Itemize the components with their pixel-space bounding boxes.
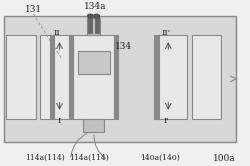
Text: II': II'	[161, 29, 170, 38]
Bar	[4, 16, 236, 142]
Bar	[6, 35, 36, 119]
Text: 134a: 134a	[84, 2, 106, 11]
Bar	[78, 51, 110, 74]
Bar	[73, 35, 114, 119]
Bar	[40, 35, 70, 119]
Text: II: II	[54, 29, 60, 38]
Circle shape	[88, 14, 93, 18]
Text: 131: 131	[25, 5, 42, 14]
Text: 100a: 100a	[212, 154, 235, 163]
Bar	[87, 18, 100, 35]
Text: 140a(140): 140a(140)	[140, 154, 179, 162]
Bar	[50, 35, 54, 119]
Circle shape	[94, 14, 100, 18]
Text: I': I'	[164, 117, 170, 125]
Text: 114a(114): 114a(114)	[25, 154, 64, 162]
Bar	[157, 35, 187, 119]
Bar	[114, 35, 118, 119]
Bar	[83, 119, 104, 132]
Text: I: I	[57, 117, 60, 125]
Text: 134: 134	[115, 42, 132, 51]
Bar	[69, 35, 73, 119]
Bar	[154, 35, 158, 119]
Text: 114a(114): 114a(114)	[69, 154, 109, 162]
Bar	[192, 35, 222, 119]
